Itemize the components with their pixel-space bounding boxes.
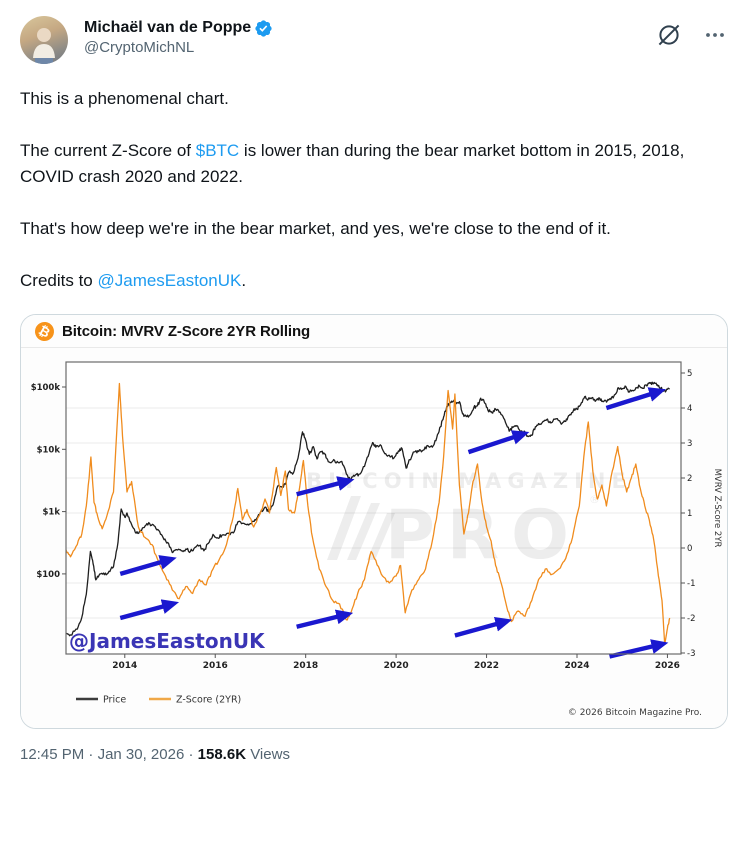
annotation-arrow [454,616,513,638]
views-label: Views [250,746,290,763]
left-tick-label: $100k [31,383,61,393]
time-views-row: 12:45 PM · Jan 30, 2026 · 158.6K Views [20,746,728,763]
credit-watermark: @JamesEastonUK [69,629,266,653]
tweet-detail: Michaël van de Poppe @CryptoMichNL [20,16,728,763]
post-header: Michaël van de Poppe @CryptoMichNL [20,16,728,64]
author-name[interactable]: Michaël van de Poppe [84,19,252,36]
avatar-placeholder-art [33,28,55,64]
legend-label: Price [103,695,126,706]
text-link[interactable]: @JamesEastonUK [97,271,242,290]
plot-border [65,361,682,655]
text-run: Credits to [20,271,98,290]
mvrv-zscore-chart: BITCOIN MAGAZINE PRO ® $100k $10k $1k $100 5… [21,348,727,728]
svg-text:PRO: PRO [385,496,581,575]
svg-text:BITCOIN MAGAZINE: BITCOIN MAGAZINE [306,469,632,493]
post-text: This is a phenomenal chart. The current Z… [20,86,728,294]
x-tick-label: 2026 [655,661,680,671]
annotation-arrow [296,609,354,629]
text-run: That's how deep we're in the bear market… [20,219,611,238]
annotation-arrow [296,476,355,497]
right-tick-label: 5 [687,369,692,379]
more-icon[interactable] [702,22,728,51]
series-price [66,381,670,637]
right-tick-label: -3 [687,649,695,659]
verified-badge-icon [255,19,272,37]
axis-ticks: $100k $10k $1k $100 5 4 3 2 1 0 -1 -2 -3 2014 2016 2018… [31,369,696,671]
annotation-arrow [119,599,180,621]
right-tick-label: 4 [687,404,692,414]
right-tick-label: 2 [687,474,692,484]
left-tick-label: $10k [37,445,61,455]
grok-icon[interactable] [654,20,684,53]
right-tick-label: 0 [687,544,692,554]
svg-text:®: ® [589,493,600,506]
author-handle[interactable]: @CryptoMichNL [84,39,195,56]
chart-titlebar: ₿ Bitcoin: MVRV Z-Score 2YR Rolling [21,315,727,348]
x-tick-label: 2020 [384,661,409,671]
text-run: . [241,271,247,290]
annotation-arrow [119,555,177,577]
annotation-arrow [605,387,666,411]
x-tick-label: 2024 [564,661,589,671]
separator-dot: · [88,746,94,763]
legend-label: Z-Score (2YR) [176,695,241,706]
post-paragraph: That's how deep we're in the bear market… [20,216,728,242]
avatar[interactable] [20,16,68,64]
text-link[interactable]: $BTC [195,141,240,160]
right-axis-title: MVRV Z-Score 2YR [712,469,722,548]
watermark-bars-icon [327,496,395,560]
annotation-arrow [467,430,530,455]
right-tick-label: 3 [687,439,692,449]
right-tick-label: 1 [687,509,692,519]
separator-dot: · [188,746,194,763]
x-tick-label: 2016 [203,661,228,671]
text-run: This is a phenomenal chart. [20,89,229,108]
right-tick-label: -1 [687,579,695,589]
post-time: 12:45 PM [20,746,85,763]
bitcoin-magazine-watermark: BITCOIN MAGAZINE PRO ® [306,469,632,575]
series-lines [66,381,671,645]
chart-copyright: © 2026 Bitcoin Magazine Pro. [568,708,702,718]
chart-media-card[interactable]: ₿ Bitcoin: MVRV Z-Score 2YR Rolling BITC… [20,314,728,729]
x-tick-label: 2018 [293,661,318,671]
chart-title: Bitcoin: MVRV Z-Score 2YR Rolling [62,323,311,340]
post-paragraph: The current Z-Score of $BTC is lower tha… [20,138,728,190]
x-tick-label: 2014 [112,661,137,671]
text-run: is lower than during the bear market bot… [20,141,685,186]
post-paragraph: This is a phenomenal chart. [20,86,728,112]
chart-legend: Price Z-Score (2YR) [76,695,241,706]
bitcoin-icon: ₿ [31,318,58,345]
x-tick-label: 2022 [474,661,499,671]
left-tick-label: $100 [36,570,60,580]
author-identity: Michaël van de Poppe @CryptoMichNL [84,16,273,58]
post-paragraph: Credits to @JamesEastonUK. [20,268,728,294]
views-count: 158.6K [197,746,247,763]
series-z-score-2yr- [66,382,671,645]
text-run: The current Z-Score of [20,141,196,160]
header-actions [654,16,728,53]
left-tick-label: $1k [43,508,61,518]
right-tick-label: -2 [687,614,695,624]
post-date: Jan 30, 2026 [97,746,185,763]
